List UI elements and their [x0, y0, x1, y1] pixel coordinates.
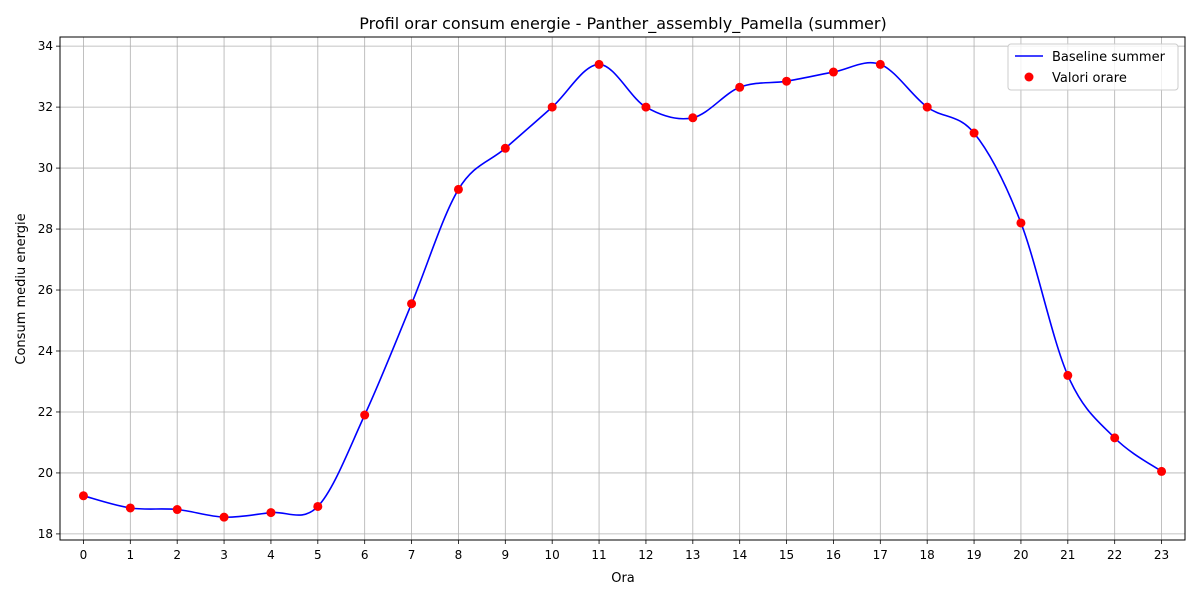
x-tick-label: 21 [1060, 548, 1075, 562]
x-tick-label: 4 [267, 548, 275, 562]
x-tick-label: 12 [638, 548, 653, 562]
x-tick-label: 17 [873, 548, 888, 562]
x-tick-label: 22 [1107, 548, 1122, 562]
y-tick-label: 24 [38, 344, 53, 358]
x-axis-label: Ora [611, 571, 635, 586]
legend-label-points: Valori orare [1052, 71, 1127, 86]
x-tick-label: 7 [408, 548, 416, 562]
x-tick-label: 0 [80, 548, 88, 562]
x-tick-label: 3 [220, 548, 228, 562]
hourly-value-point [266, 508, 276, 518]
hourly-value-point [1110, 433, 1120, 443]
hourly-value-point [125, 503, 135, 513]
y-tick-label: 30 [38, 161, 53, 175]
x-tick-label: 23 [1154, 548, 1169, 562]
y-axis-label: Consum mediu energie [14, 213, 29, 364]
x-axis-ticks: 0 1 2 3 4 5 6 7 8 9 10 11 12 13 14 15 16 17 18 19 20 21 22 23 [80, 540, 1169, 562]
x-tick-label: 20 [1013, 548, 1028, 562]
baseline-summer-line [83, 61, 1163, 518]
y-tick-label: 20 [38, 466, 53, 480]
hourly-value-point [969, 128, 979, 138]
series-points-layer [78, 59, 1167, 522]
legend-marker-swatch [1024, 72, 1034, 82]
x-tick-label: 15 [779, 548, 794, 562]
y-axis-ticks: 18 20 22 24 26 28 30 32 34 [38, 39, 60, 541]
hourly-value-point [78, 491, 88, 501]
x-tick-label: 19 [966, 548, 981, 562]
series-line-layer [83, 61, 1163, 518]
x-tick-label: 18 [920, 548, 935, 562]
hourly-value-point [641, 102, 651, 112]
x-tick-label: 5 [314, 548, 322, 562]
hourly-value-point [1016, 218, 1026, 228]
hourly-value-point [219, 512, 229, 522]
hourly-value-point [453, 184, 463, 194]
x-tick-label: 14 [732, 548, 747, 562]
hourly-value-point [594, 59, 604, 69]
x-tick-label: 6 [361, 548, 369, 562]
hourly-value-point [828, 67, 838, 77]
y-tick-label: 28 [38, 222, 53, 236]
y-tick-label: 32 [38, 100, 53, 114]
y-tick-label: 22 [38, 405, 53, 419]
hourly-value-point [360, 410, 370, 420]
hourly-value-point [547, 102, 557, 112]
hourly-value-point [172, 505, 182, 515]
x-tick-label: 10 [545, 548, 560, 562]
x-tick-label: 13 [685, 548, 700, 562]
grid [60, 37, 1185, 540]
legend-label-baseline: Baseline summer [1052, 50, 1166, 65]
x-tick-label: 11 [591, 548, 606, 562]
x-tick-label: 8 [455, 548, 463, 562]
hourly-value-point [735, 82, 745, 92]
x-tick-label: 9 [501, 548, 509, 562]
plot-area-frame [59, 36, 1186, 541]
hourly-value-point [1063, 370, 1073, 380]
legend-box [1007, 43, 1179, 91]
x-tick-label: 1 [126, 548, 134, 562]
hourly-value-point [313, 501, 323, 511]
hourly-value-point [688, 113, 698, 123]
y-tick-label: 26 [38, 283, 53, 297]
x-tick-label: 16 [826, 548, 841, 562]
x-tick-label: 2 [173, 548, 181, 562]
hourly-value-point [875, 59, 885, 69]
hourly-value-point [922, 102, 932, 112]
y-tick-label: 18 [38, 527, 53, 541]
legend: Baseline summer Valori orare [1007, 43, 1179, 91]
hourly-value-point [407, 299, 417, 309]
hourly-value-point [1157, 466, 1167, 476]
y-tick-label: 34 [38, 39, 53, 53]
hourly-value-point [782, 76, 792, 86]
chart-title: Profil orar consum energie - Panther_ass… [359, 14, 886, 34]
hourly-value-point [500, 143, 510, 153]
